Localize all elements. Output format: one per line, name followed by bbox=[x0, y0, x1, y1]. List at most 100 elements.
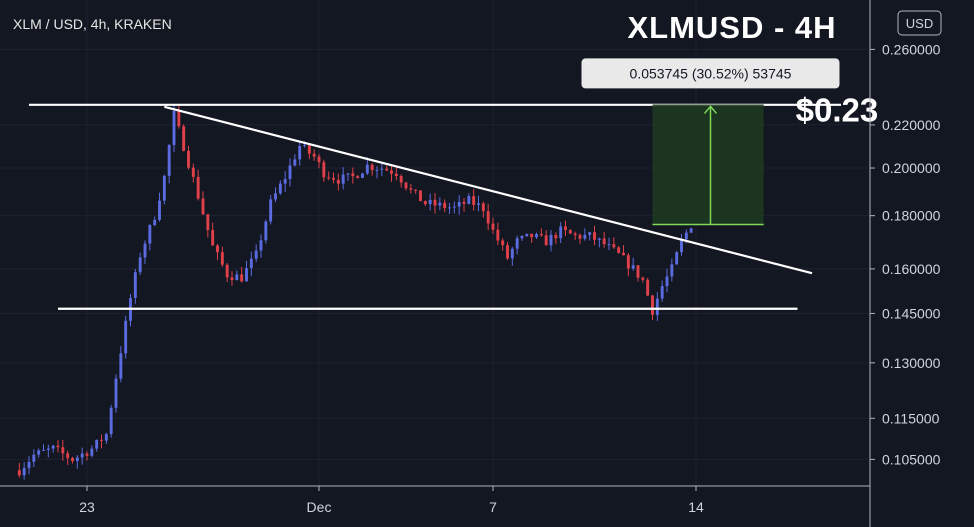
candle-down bbox=[573, 233, 577, 236]
candle-down bbox=[486, 211, 490, 224]
candle-down bbox=[332, 177, 335, 180]
measure-tooltip-text: 0.053745 (30.52%) 53745 bbox=[630, 65, 792, 81]
candle-up bbox=[510, 248, 514, 259]
target-price-label: $0.23 bbox=[796, 91, 879, 128]
currency-label: USD bbox=[906, 16, 933, 31]
candle-down bbox=[496, 229, 500, 241]
symbol-legend: XLM / USD, 4h, KRAKEN bbox=[13, 16, 172, 32]
currency-badge[interactable]: USD bbox=[897, 10, 942, 36]
candle-up bbox=[346, 173, 350, 175]
candle-down bbox=[506, 245, 509, 259]
candle-up bbox=[520, 236, 524, 239]
candle-up bbox=[235, 274, 239, 281]
candle-up bbox=[22, 468, 26, 476]
candle-down bbox=[201, 198, 205, 215]
candle-up bbox=[341, 174, 345, 184]
candle-up bbox=[549, 234, 553, 246]
candle-up bbox=[158, 200, 161, 220]
candle-up bbox=[27, 461, 31, 469]
candle-up bbox=[583, 234, 587, 239]
candle-down bbox=[327, 177, 331, 179]
candle-up bbox=[32, 454, 36, 462]
candle-down bbox=[622, 252, 625, 256]
candle-down bbox=[651, 295, 654, 315]
candle-down bbox=[491, 223, 495, 230]
candle-up bbox=[278, 183, 282, 194]
candle-up bbox=[124, 320, 128, 354]
candle-down bbox=[617, 247, 621, 253]
candle-up bbox=[37, 450, 41, 455]
candle-down bbox=[196, 176, 200, 199]
candle-up bbox=[95, 439, 99, 449]
candle-down bbox=[85, 453, 89, 456]
candle-up bbox=[75, 457, 79, 462]
candle-down bbox=[419, 190, 422, 202]
candle-up bbox=[138, 257, 142, 273]
candle-down bbox=[100, 439, 103, 441]
candle-up bbox=[680, 239, 683, 253]
candles bbox=[17, 103, 693, 480]
candle-up bbox=[283, 179, 287, 184]
candle-up bbox=[665, 276, 669, 287]
candle-down bbox=[501, 240, 505, 246]
candle-up bbox=[254, 250, 258, 259]
candle-up bbox=[172, 110, 176, 146]
candle-up bbox=[162, 175, 166, 201]
candle-up bbox=[259, 240, 263, 251]
candle-down bbox=[240, 274, 244, 282]
candle-up bbox=[457, 201, 461, 207]
candle-up bbox=[689, 228, 693, 233]
candle-up bbox=[428, 199, 432, 205]
candle-up bbox=[448, 207, 451, 209]
y-tick-label: 0.130000 bbox=[882, 355, 941, 371]
candle-down bbox=[191, 167, 195, 177]
candle-down bbox=[220, 252, 224, 265]
candle-down bbox=[554, 234, 558, 239]
candle-up bbox=[477, 203, 480, 205]
candle-down bbox=[317, 156, 321, 163]
target-box bbox=[652, 104, 764, 225]
candle-down bbox=[385, 168, 389, 171]
y-axis-labels: 0.260000 0.220000 0.200000 0.180000 0.160000… bbox=[870, 41, 941, 467]
candle-up bbox=[109, 407, 113, 435]
y-tick-label: 0.145000 bbox=[882, 305, 941, 321]
candle-down bbox=[443, 202, 447, 209]
candle-up bbox=[303, 145, 306, 147]
candle-up bbox=[104, 434, 108, 441]
y-tick-label: 0.160000 bbox=[882, 261, 941, 277]
candle-up bbox=[119, 353, 123, 379]
candle-up bbox=[361, 173, 364, 178]
candle-up bbox=[143, 243, 147, 258]
candle-down bbox=[211, 230, 215, 246]
candle-down bbox=[472, 196, 476, 205]
candle-down bbox=[636, 265, 640, 278]
grid bbox=[0, 0, 870, 486]
y-tick-label: 0.180000 bbox=[882, 208, 941, 224]
candle-down bbox=[351, 173, 355, 177]
candle-down bbox=[568, 229, 572, 234]
candle-down bbox=[187, 150, 190, 168]
candle-up bbox=[675, 252, 679, 265]
candle-down bbox=[370, 164, 374, 171]
y-tick-label: 0.200000 bbox=[882, 160, 941, 176]
y-tick-label: 0.260000 bbox=[882, 41, 941, 57]
candle-down bbox=[56, 445, 60, 448]
candle-up bbox=[631, 265, 635, 269]
candle-down bbox=[71, 458, 74, 462]
y-tick-label: 0.220000 bbox=[882, 117, 941, 133]
x-axis-labels: 23 Dec 7 14 bbox=[79, 486, 704, 515]
candle-down bbox=[602, 238, 606, 245]
candle-down bbox=[544, 235, 548, 246]
candle-up bbox=[515, 238, 519, 249]
candle-up bbox=[133, 272, 137, 298]
candle-down bbox=[409, 188, 413, 190]
candle-down bbox=[307, 145, 311, 154]
candle-down bbox=[414, 189, 418, 191]
candle-up bbox=[51, 445, 55, 449]
x-tick-label: 14 bbox=[688, 499, 704, 515]
candle-up bbox=[467, 196, 471, 204]
candle-up bbox=[167, 145, 171, 176]
candle-up bbox=[249, 258, 253, 269]
candle-up bbox=[293, 159, 297, 166]
